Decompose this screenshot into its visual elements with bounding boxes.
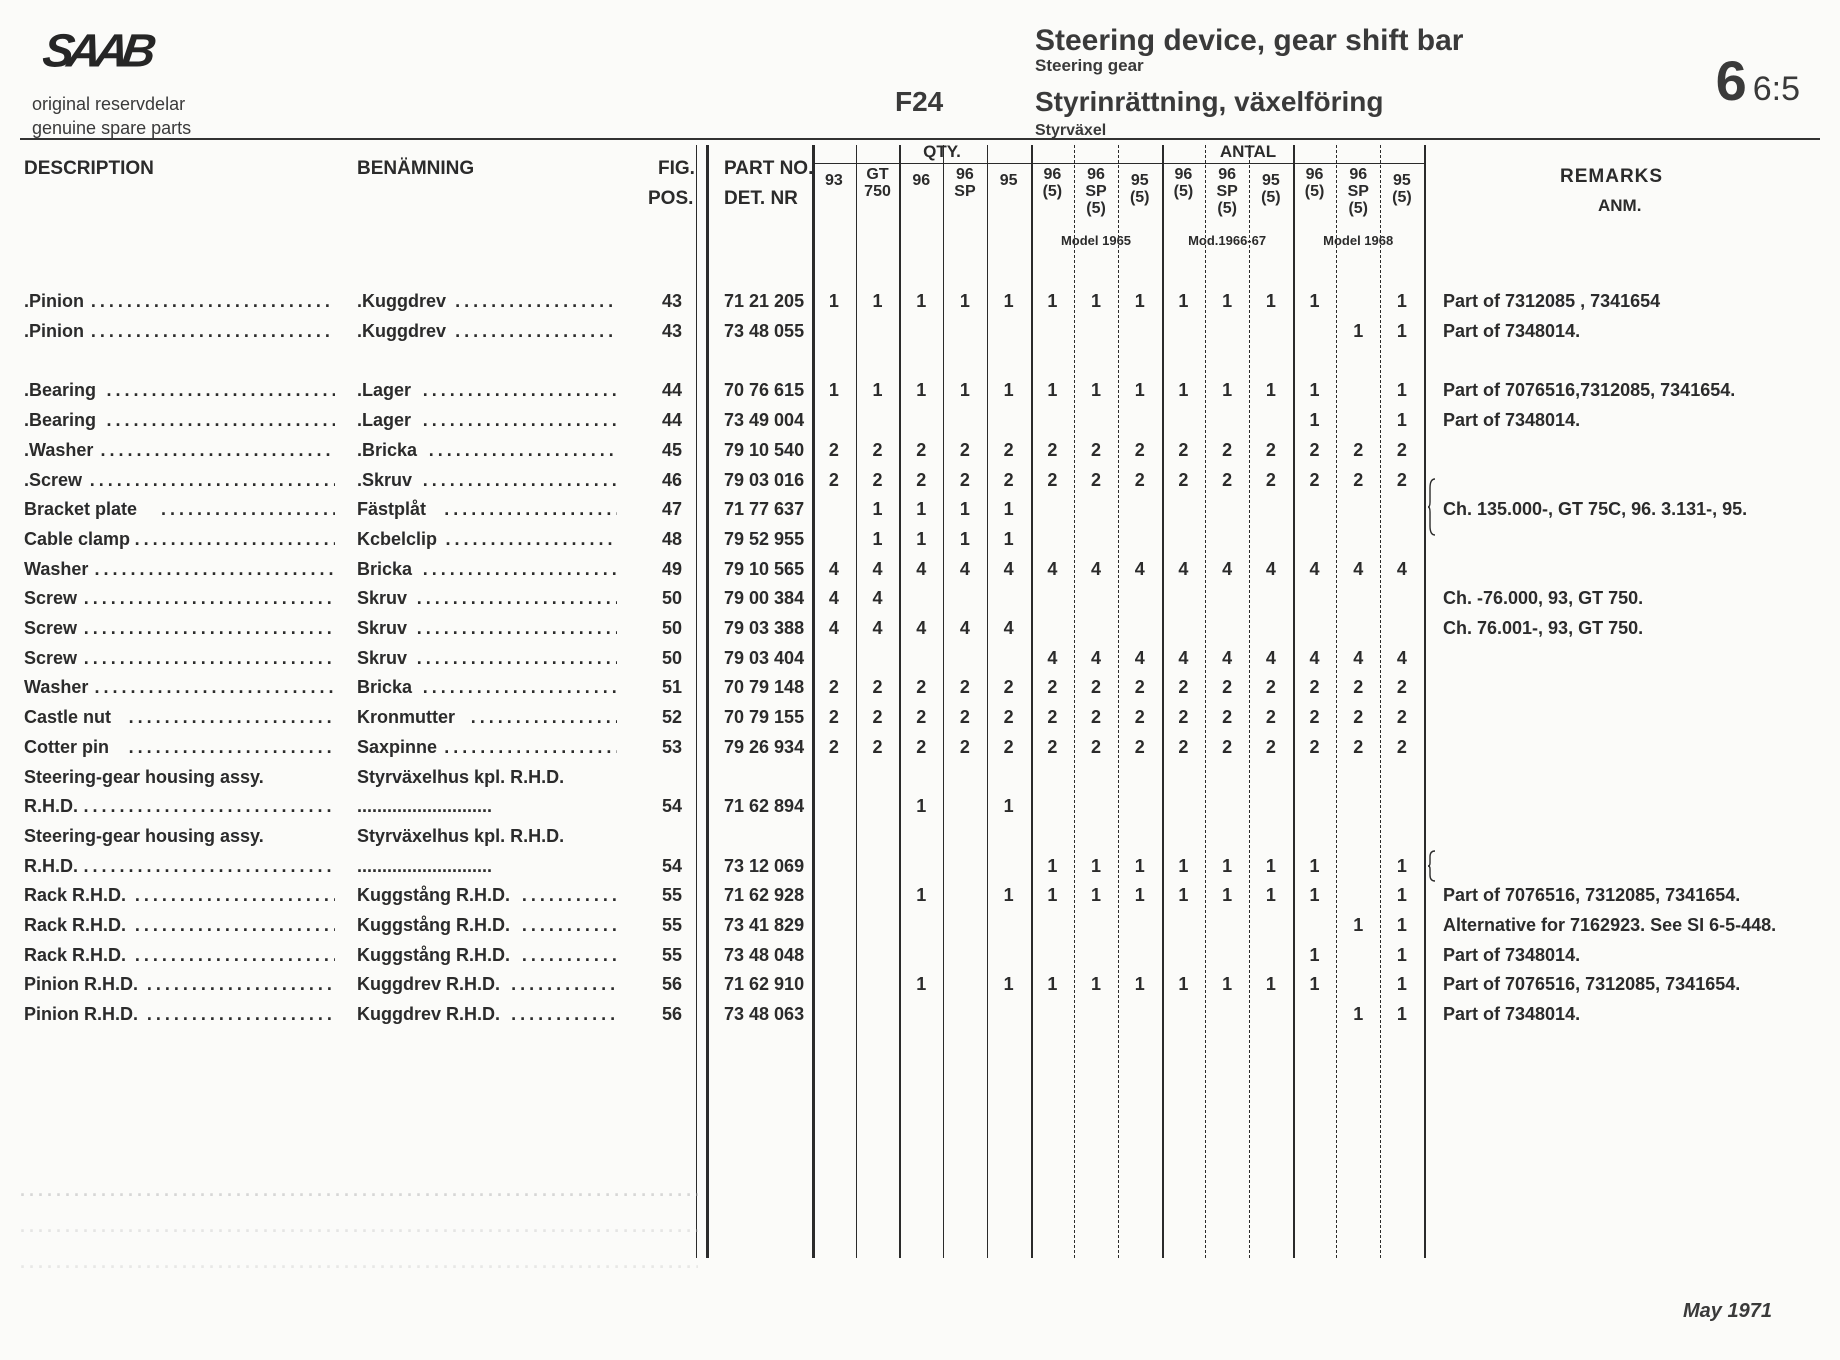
svg-text:SAAB: SAAB bbox=[40, 25, 159, 77]
